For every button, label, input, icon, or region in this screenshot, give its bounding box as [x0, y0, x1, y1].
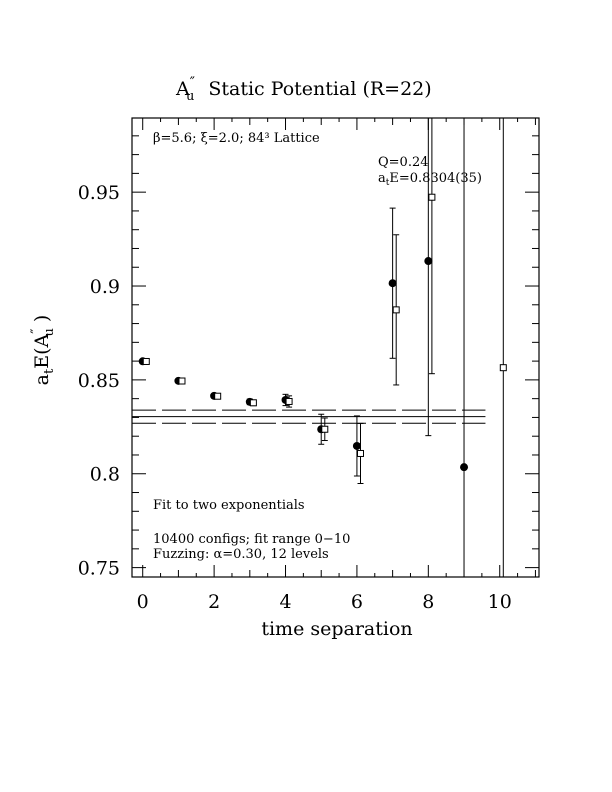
fit-band: [132, 409, 486, 424]
data-point-circle: [424, 257, 433, 266]
fuzzing-annotation: Fuzzing: α=0.30, 12 levels: [153, 547, 329, 562]
y-tick-label: 0.8: [90, 464, 120, 486]
configs-annotation: 10400 configs; fit range 0−10: [153, 532, 350, 547]
y-tick-label: 0.9: [90, 276, 120, 298]
x-tick-label: 4: [279, 591, 291, 613]
fit-annotation: Fit to two exponentials: [153, 498, 305, 513]
y-tick-label: 0.75: [78, 558, 120, 580]
x-tick-label: 2: [208, 591, 220, 613]
data-point-square: [499, 364, 507, 372]
energy-annotation: atE=0.8304(35): [378, 171, 482, 188]
plot-frame: [131, 117, 540, 578]
data-point-square: [356, 449, 364, 457]
data-point-square: [249, 399, 257, 407]
data-point-square: [428, 193, 436, 201]
x-tick-label: 10: [488, 591, 512, 613]
x-tick-label: 0: [137, 591, 149, 613]
q-annotation: Q=0.24: [378, 155, 429, 170]
lattice-annotation: β=5.6; ξ=2.0; 84³ Lattice: [153, 131, 320, 146]
data-point-circle: [352, 441, 361, 450]
x-axis-label: time separation: [261, 618, 412, 640]
x-tick-labels: 0 2 4 6 8 10: [137, 591, 512, 613]
data-point-square: [142, 357, 150, 365]
x-tick-label: 8: [422, 591, 434, 613]
x-tick-label: 6: [351, 591, 363, 613]
y-tick-label: 0.85: [78, 370, 120, 392]
chart-title: A″ u Static Potential (R=22): [175, 75, 432, 104]
data-point-square: [392, 306, 400, 314]
data-point-square: [321, 425, 329, 433]
data-point-circle: [460, 463, 469, 472]
data-point-square: [178, 377, 186, 385]
data-point-square: [214, 392, 222, 400]
data-series: [138, 118, 507, 577]
y-axis-label: atE(A″u ): [29, 315, 57, 386]
data-point-square: [285, 397, 293, 405]
y-tick-label: 0.95: [78, 182, 120, 204]
y-tick-labels: 0.75 0.8 0.85 0.9 0.95: [78, 182, 120, 579]
data-point-circle: [388, 279, 397, 288]
